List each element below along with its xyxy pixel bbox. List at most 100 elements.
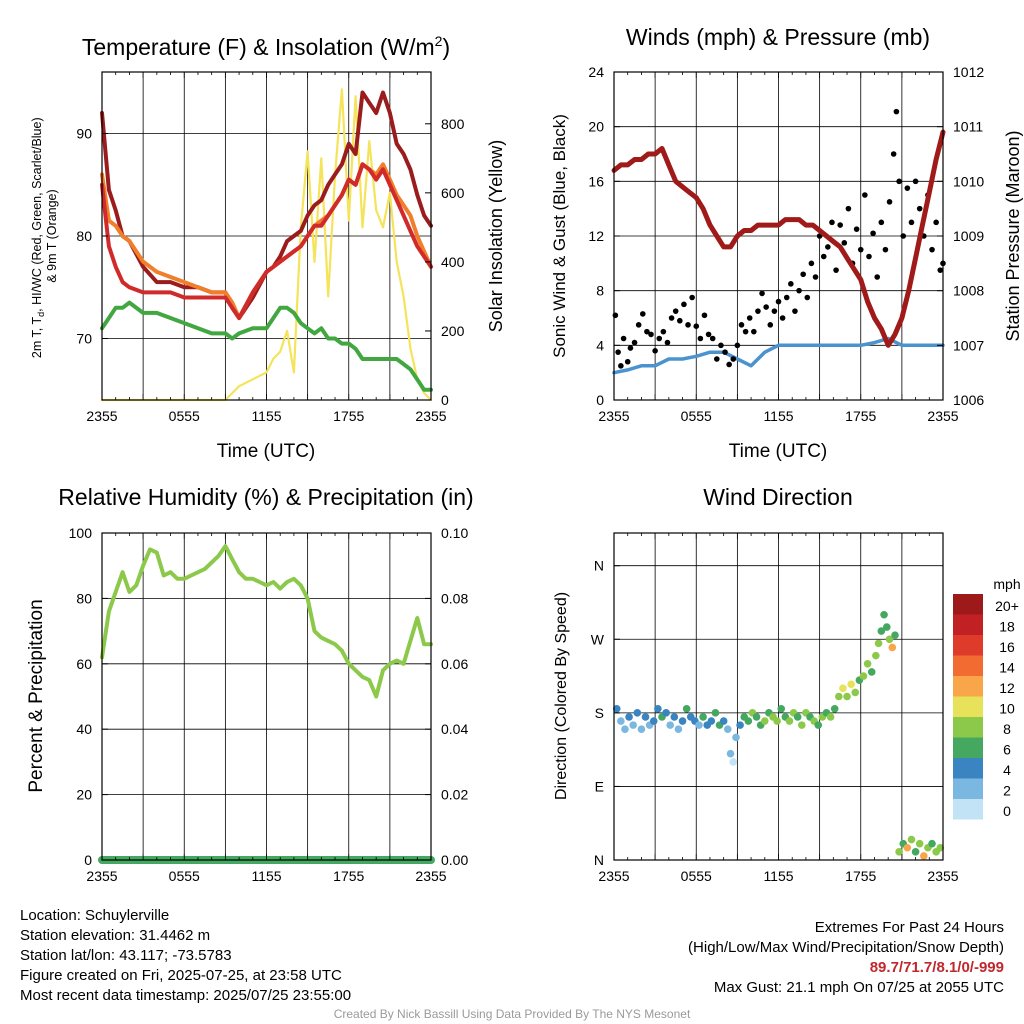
direction-point: [859, 672, 868, 680]
gust-point: [833, 267, 839, 273]
direction-point: [915, 839, 924, 848]
gust-point: [890, 151, 897, 157]
direction-point: [839, 684, 847, 693]
temperature-title: Temperature (F) & Insolation (W/m2): [82, 33, 450, 60]
humidity-ytick-label: 40: [76, 721, 92, 737]
humidity-xtick-label: 2355: [86, 868, 117, 884]
direction-point: [843, 692, 851, 701]
humidity-xtick-label: 1155: [251, 868, 281, 884]
gust-point: [788, 281, 794, 287]
precip-ytick-label: 0.10: [441, 525, 468, 541]
pressure-ytick-label: 1011: [953, 119, 983, 135]
temperature-xtick-label: 2355: [86, 408, 117, 424]
legend-label: 20+: [995, 598, 1019, 614]
gust-point: [701, 312, 708, 319]
humidity-ytick-label: 20: [76, 787, 92, 803]
winds-xtick-label: 1155: [763, 408, 793, 424]
wind-ylabel: Sonic Wind & Gust (Blue, Black): [550, 114, 569, 358]
direction-ylabel: Direction (Colored By Speed): [553, 592, 570, 800]
direction-point: [674, 725, 683, 733]
direction-point: [863, 660, 872, 668]
direction-xtick-label: 1755: [845, 868, 876, 884]
temperature-xtick-label: 1155: [251, 408, 281, 424]
direction-ytick-label: E: [595, 778, 604, 794]
temperature-xtick-label: 1755: [333, 408, 364, 424]
direction-xtick-label: 2355: [927, 868, 958, 884]
temperature-series-line: [100, 300, 433, 392]
gust-point: [656, 335, 663, 342]
direction-panel: Wind Direction 2355 0555 1155 1755 2355NESWN…: [553, 484, 1021, 884]
direction-point: [877, 627, 886, 635]
gust-point: [746, 315, 753, 321]
legend-label: 2: [1003, 783, 1011, 799]
gust-point: [767, 322, 774, 328]
extremes-info: Extremes For Past 24 Hours (High/Low/Max…: [688, 918, 1004, 998]
direction-point: [872, 651, 880, 660]
direction-xtick-label: 0555: [681, 868, 712, 884]
created-text: Figure created on Fri, 2025-07-25, at 23…: [20, 967, 342, 984]
gust-point: [730, 356, 737, 362]
gust-point: [796, 287, 802, 294]
temperature-series-line: [100, 90, 433, 320]
wind-ytick-label: 8: [596, 283, 604, 299]
legend-swatch: [953, 594, 983, 615]
direction-point: [798, 721, 806, 729]
gust-point: [779, 315, 786, 321]
gust-point: [841, 240, 848, 246]
direction-point: [874, 639, 883, 648]
gust-point: [862, 192, 868, 198]
gust-point: [635, 322, 642, 328]
winds-xtick-label: 1755: [845, 408, 876, 424]
pressure-line: [611, 129, 946, 348]
temperature-xlabel: Time (UTC): [217, 441, 316, 462]
gust-point: [812, 274, 819, 280]
humidity-ytick-label: 80: [76, 590, 92, 606]
insolation-ytick-label: 800: [441, 116, 465, 132]
humidity-ylabel: Percent & Precipitation: [26, 599, 47, 792]
precip-ytick-label: 0.00: [441, 852, 468, 868]
winds-xtick-label: 2355: [598, 408, 629, 424]
insolation-ytick-label: 0: [441, 392, 449, 408]
legend-label: 16: [999, 639, 1015, 655]
direction-point: [682, 704, 691, 713]
gust-point: [825, 244, 831, 250]
precip-ytick-label: 0.04: [441, 721, 468, 737]
legend-label: 8: [1003, 721, 1011, 737]
direction-ytick-label: S: [595, 705, 604, 721]
legend-swatch: [953, 676, 983, 697]
legend-swatch: [953, 737, 983, 758]
legend-swatch: [953, 717, 983, 738]
pressure-ytick-label: 1009: [953, 228, 984, 244]
direction-point: [707, 717, 716, 725]
gust-point: [904, 185, 911, 191]
direction-point: [936, 843, 945, 852]
pressure-ytick-label: 1006: [953, 392, 984, 408]
gust-point: [763, 304, 769, 310]
gust-point: [631, 339, 638, 346]
gust-point: [808, 260, 815, 267]
direction-xtick-label: 2355: [598, 868, 629, 884]
gust-point: [759, 290, 765, 297]
gust-point: [870, 230, 876, 237]
gust-point: [800, 271, 806, 278]
direction-point: [835, 692, 843, 701]
legend-label: 4: [1003, 762, 1011, 778]
direction-point: [629, 721, 637, 729]
gust-point: [742, 328, 749, 335]
direction-point: [719, 717, 728, 725]
direction-point: [637, 725, 646, 733]
legend-swatch: [953, 655, 983, 676]
legend-label: 14: [999, 660, 1015, 676]
legend-swatch: [953, 799, 983, 820]
gust-point: [829, 219, 835, 226]
precip-ytick-label: 0.08: [441, 590, 468, 606]
direction-point: [752, 713, 761, 721]
wind-ytick-label: 16: [588, 173, 604, 189]
direction-point: [911, 848, 920, 856]
location-text: Location: Schuylerville: [20, 907, 170, 924]
extremes-values: 89.7/71.7/8.1/0/-999: [869, 959, 1004, 976]
humidity-ytick-label: 60: [76, 656, 92, 672]
gust-point: [882, 246, 889, 253]
gust-point: [738, 322, 745, 328]
